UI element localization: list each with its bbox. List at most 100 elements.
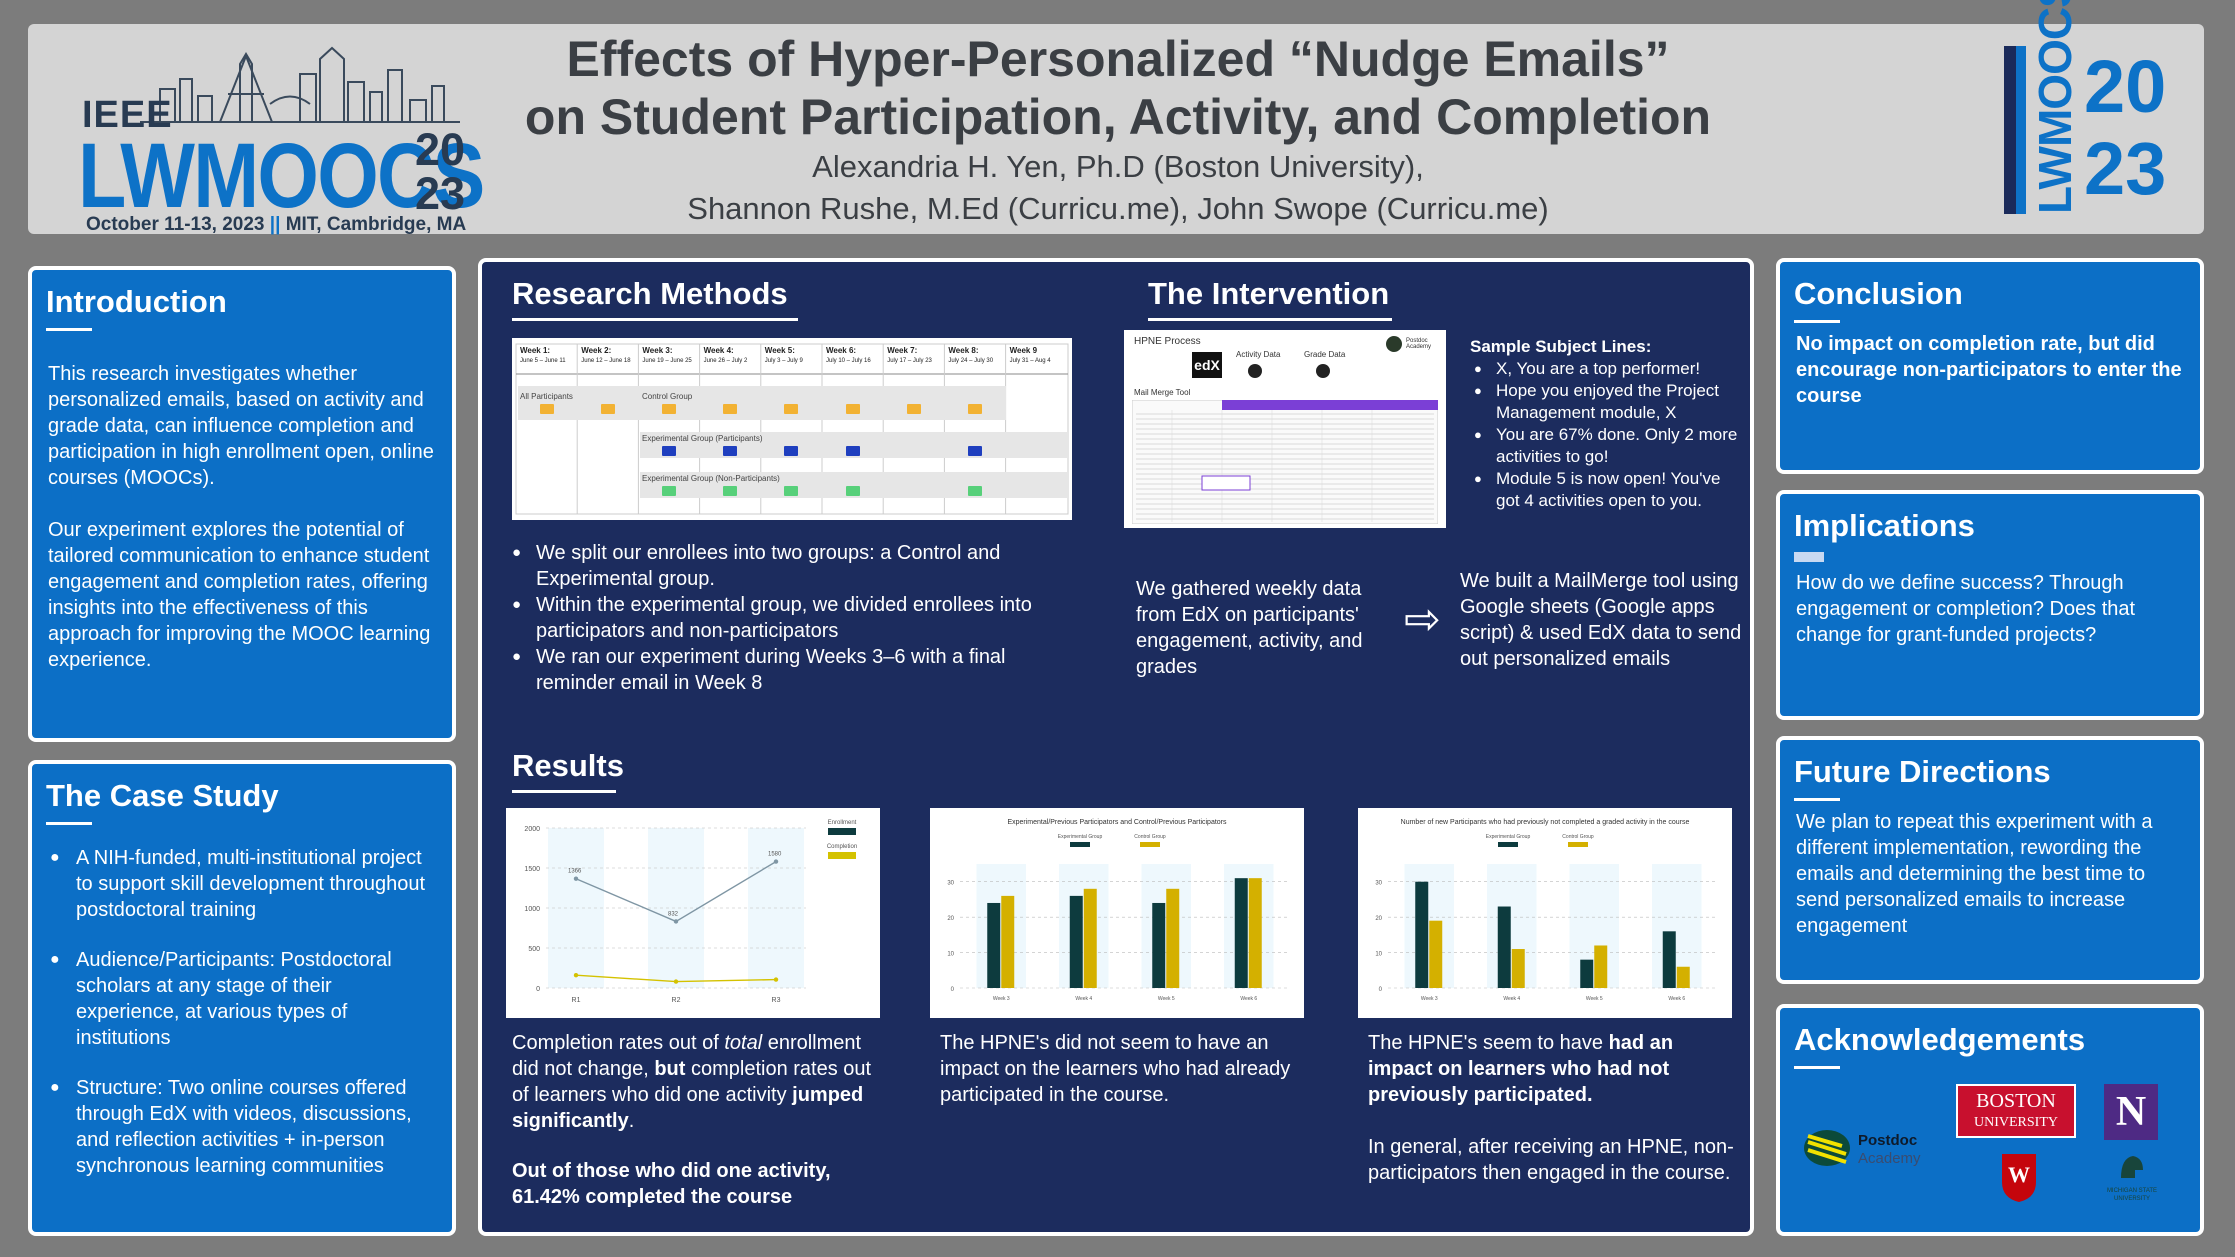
- logo-date-line: October 11-13, 2023 || MIT, Cambridge, M…: [86, 214, 466, 236]
- subject-lines-title: Sample Subject Lines:: [1470, 337, 1652, 356]
- subject-line-item: You are 67% done. Only 2 more activities…: [1470, 424, 1740, 468]
- schedule-overlay: Week 1: June 5 – June 11 Week 2: June 12 – …: [512, 338, 1072, 520]
- poster-header: IEEE LWMOOCS 20 23 October 11-13, 2023 |…: [28, 0, 2204, 235]
- chart2-bar: [1083, 888, 1097, 988]
- schedule-week-header: Week 5: July 3 – July 9: [765, 346, 820, 366]
- future-directions-text: We plan to repeat this experiment with a…: [1796, 811, 2153, 937]
- schedule-week-header: Week 7: July 17 – July 23: [887, 346, 942, 366]
- chart1-data-point: [673, 919, 679, 924]
- schedule-week-dates: July 10 – July 16: [826, 358, 871, 364]
- research-methods-list: We split our enrollees into two groups: …: [508, 540, 1088, 696]
- participant-email-icon: [845, 446, 860, 456]
- chart1-legend-swatch: [828, 828, 856, 835]
- schedule-week-dates: June 26 – July 2: [703, 358, 748, 364]
- conclusion-text: No impact on completion rate, but did en…: [1796, 333, 2182, 407]
- subject-line-item: Hope you enjoyed the Project Management …: [1470, 380, 1740, 424]
- postdoc-mini-logo-icon: [1386, 336, 1402, 352]
- chart3-y-tick-label: 20: [1375, 916, 1382, 922]
- schedule-week-dates: June 12 – June 18: [581, 358, 631, 364]
- chart1-data-point: [773, 977, 779, 982]
- implications-panel: Implications How do we define success? T…: [1776, 490, 2204, 720]
- results-col3-part1: The HPNE's seem to have: [1368, 1032, 1609, 1054]
- intervention-tool-text: We built a MailMerge tool using Google s…: [1460, 570, 1742, 670]
- control-email-icon: [600, 404, 615, 414]
- conclusion-title: Conclusion: [1794, 276, 1963, 311]
- chart1-y-tick-label: 0: [536, 986, 540, 993]
- schedule-week-name: Week 6:: [826, 346, 857, 355]
- chart2-bar: [1152, 902, 1166, 988]
- chart2-legend-label: Experimental Group: [1058, 834, 1103, 840]
- introduction-paragraph-1: This research investigates whether perso…: [48, 363, 434, 489]
- implications-rule: [1794, 552, 1824, 562]
- intervention-title: The Intervention: [1148, 276, 1390, 311]
- logo-year-bottom: 23: [414, 168, 466, 219]
- implications-text: How do we define success? Through engage…: [1796, 572, 2136, 646]
- michigan-state-logo: MICHIGAN STATE UNIVERSITY: [2096, 1152, 2168, 1208]
- subject-line-item: Module 5 is now open! You've got 4 activ…: [1470, 468, 1740, 512]
- subject-line-item: X, You are a top performer!: [1470, 358, 1740, 380]
- chart3-y-tick-label: 0: [1379, 987, 1383, 993]
- schedule-week-dates: June 19 – June 25: [642, 358, 692, 364]
- results-col1-text: Completion rates out of total enrollment…: [512, 1030, 892, 1134]
- control-email-icon: [784, 404, 799, 414]
- control-email-icon: [662, 404, 676, 414]
- schedule-week-header: Week 9 July 31 – Aug 4: [1010, 346, 1065, 366]
- vertical-logo-year-bottom: 23: [2084, 127, 2167, 210]
- schedule-figure: [512, 338, 1072, 520]
- poster-title-line1: Effects of Hyper-Personalized “Nudge Ema…: [566, 31, 1670, 87]
- acknowledgements-panel: Acknowledgements Postdoc Academy BOSTON …: [1776, 1004, 2204, 1236]
- chart1-data-point: [573, 973, 579, 978]
- chart1-y-tick-label: 2000: [524, 826, 540, 833]
- conclusion-rule: [1794, 320, 1840, 323]
- results-col1-part2: enrollment did not change,: [512, 1032, 862, 1080]
- bu-line2: UNIVERSITY: [1974, 1115, 2058, 1130]
- postdoc-label: Postdoc: [1858, 1132, 1918, 1149]
- chart2-y-tick-label: 0: [951, 987, 955, 993]
- participant-email-icon: [662, 446, 676, 456]
- results-col3-text: The HPNE's seem to have had an impact on…: [1368, 1030, 1738, 1108]
- vertical-logo-name: LWMOOCS: [2029, 0, 2081, 214]
- chart2-x-tick-label: Week 3: [993, 996, 1010, 1002]
- non-participant-email-icon: [662, 486, 676, 496]
- intervention-rule: [1148, 318, 1392, 321]
- future-directions-rule: [1794, 798, 1840, 801]
- schedule-week-header: Week 6: July 10 – July 16: [826, 346, 881, 366]
- schedule-week-name: Week 4:: [703, 346, 734, 355]
- hpne-process-title: HPNE Process: [1134, 336, 1201, 347]
- spartan-helmet-icon: [2121, 1156, 2143, 1178]
- chart2-bar: [1001, 895, 1015, 988]
- control-email-icon: [723, 404, 738, 414]
- chart3-legend-swatch: [1568, 842, 1588, 847]
- future-directions-panel: Future Directions We plan to repeat this…: [1776, 736, 2204, 984]
- results-col1-part3: completion rates out of learners who did…: [512, 1058, 872, 1106]
- postdoc-mini-label: Postdoc Academy: [1406, 338, 1432, 350]
- case-study-item: A NIH-funded, multi-institutional projec…: [46, 845, 438, 923]
- control-email-icon: [906, 404, 921, 414]
- uw-madison-logo-icon: W: [2000, 1152, 2038, 1204]
- chart1-data-point: [673, 979, 679, 984]
- case-study-list: A NIH-funded, multi-institutional projec…: [46, 845, 438, 1179]
- download-icon: [1248, 364, 1262, 378]
- control-email-icon: [845, 404, 860, 414]
- schedule-week-name: Week 9: [1009, 346, 1038, 355]
- chart1-x-tick-label: R3: [772, 997, 781, 1004]
- implications-title: Implications: [1794, 508, 1975, 543]
- new-participants-bar-chart: Number of new Participants who had previ…: [1358, 808, 1732, 1018]
- hpne-process-figure: HPNE Process edX Activity Data Grade Dat…: [1124, 330, 1446, 528]
- schedule-week-name: Week 8:: [948, 346, 979, 355]
- center-panel: Research Methods Week 1: June 5 – June 11…: [478, 258, 1754, 1236]
- lwmoocs-logo: IEEE LWMOOCS 20 23 October 11-13, 2023 |…: [50, 30, 485, 235]
- conclusion-panel: Conclusion No impact on completion rate,…: [1776, 258, 2204, 474]
- chart3-y-tick-label: 10: [1375, 952, 1382, 958]
- acknowledgements-rule: [1794, 1066, 1840, 1069]
- right-arrow-icon: ⇨: [1404, 595, 1441, 644]
- chart1-data-point: [573, 876, 579, 881]
- chart1-x-tick-label: R1: [572, 997, 581, 1004]
- logo-year-top: 20: [414, 124, 466, 175]
- chart2-legend-label: Control Group: [1134, 834, 1166, 840]
- academy-label: Academy: [1858, 1150, 1921, 1167]
- schedule-exp-participants: Experimental Group (Participants): [642, 434, 763, 443]
- logo-name-text: LWMOOCS: [78, 125, 485, 227]
- chart3-bar: [1429, 920, 1443, 988]
- participant-email-icon: [968, 446, 982, 456]
